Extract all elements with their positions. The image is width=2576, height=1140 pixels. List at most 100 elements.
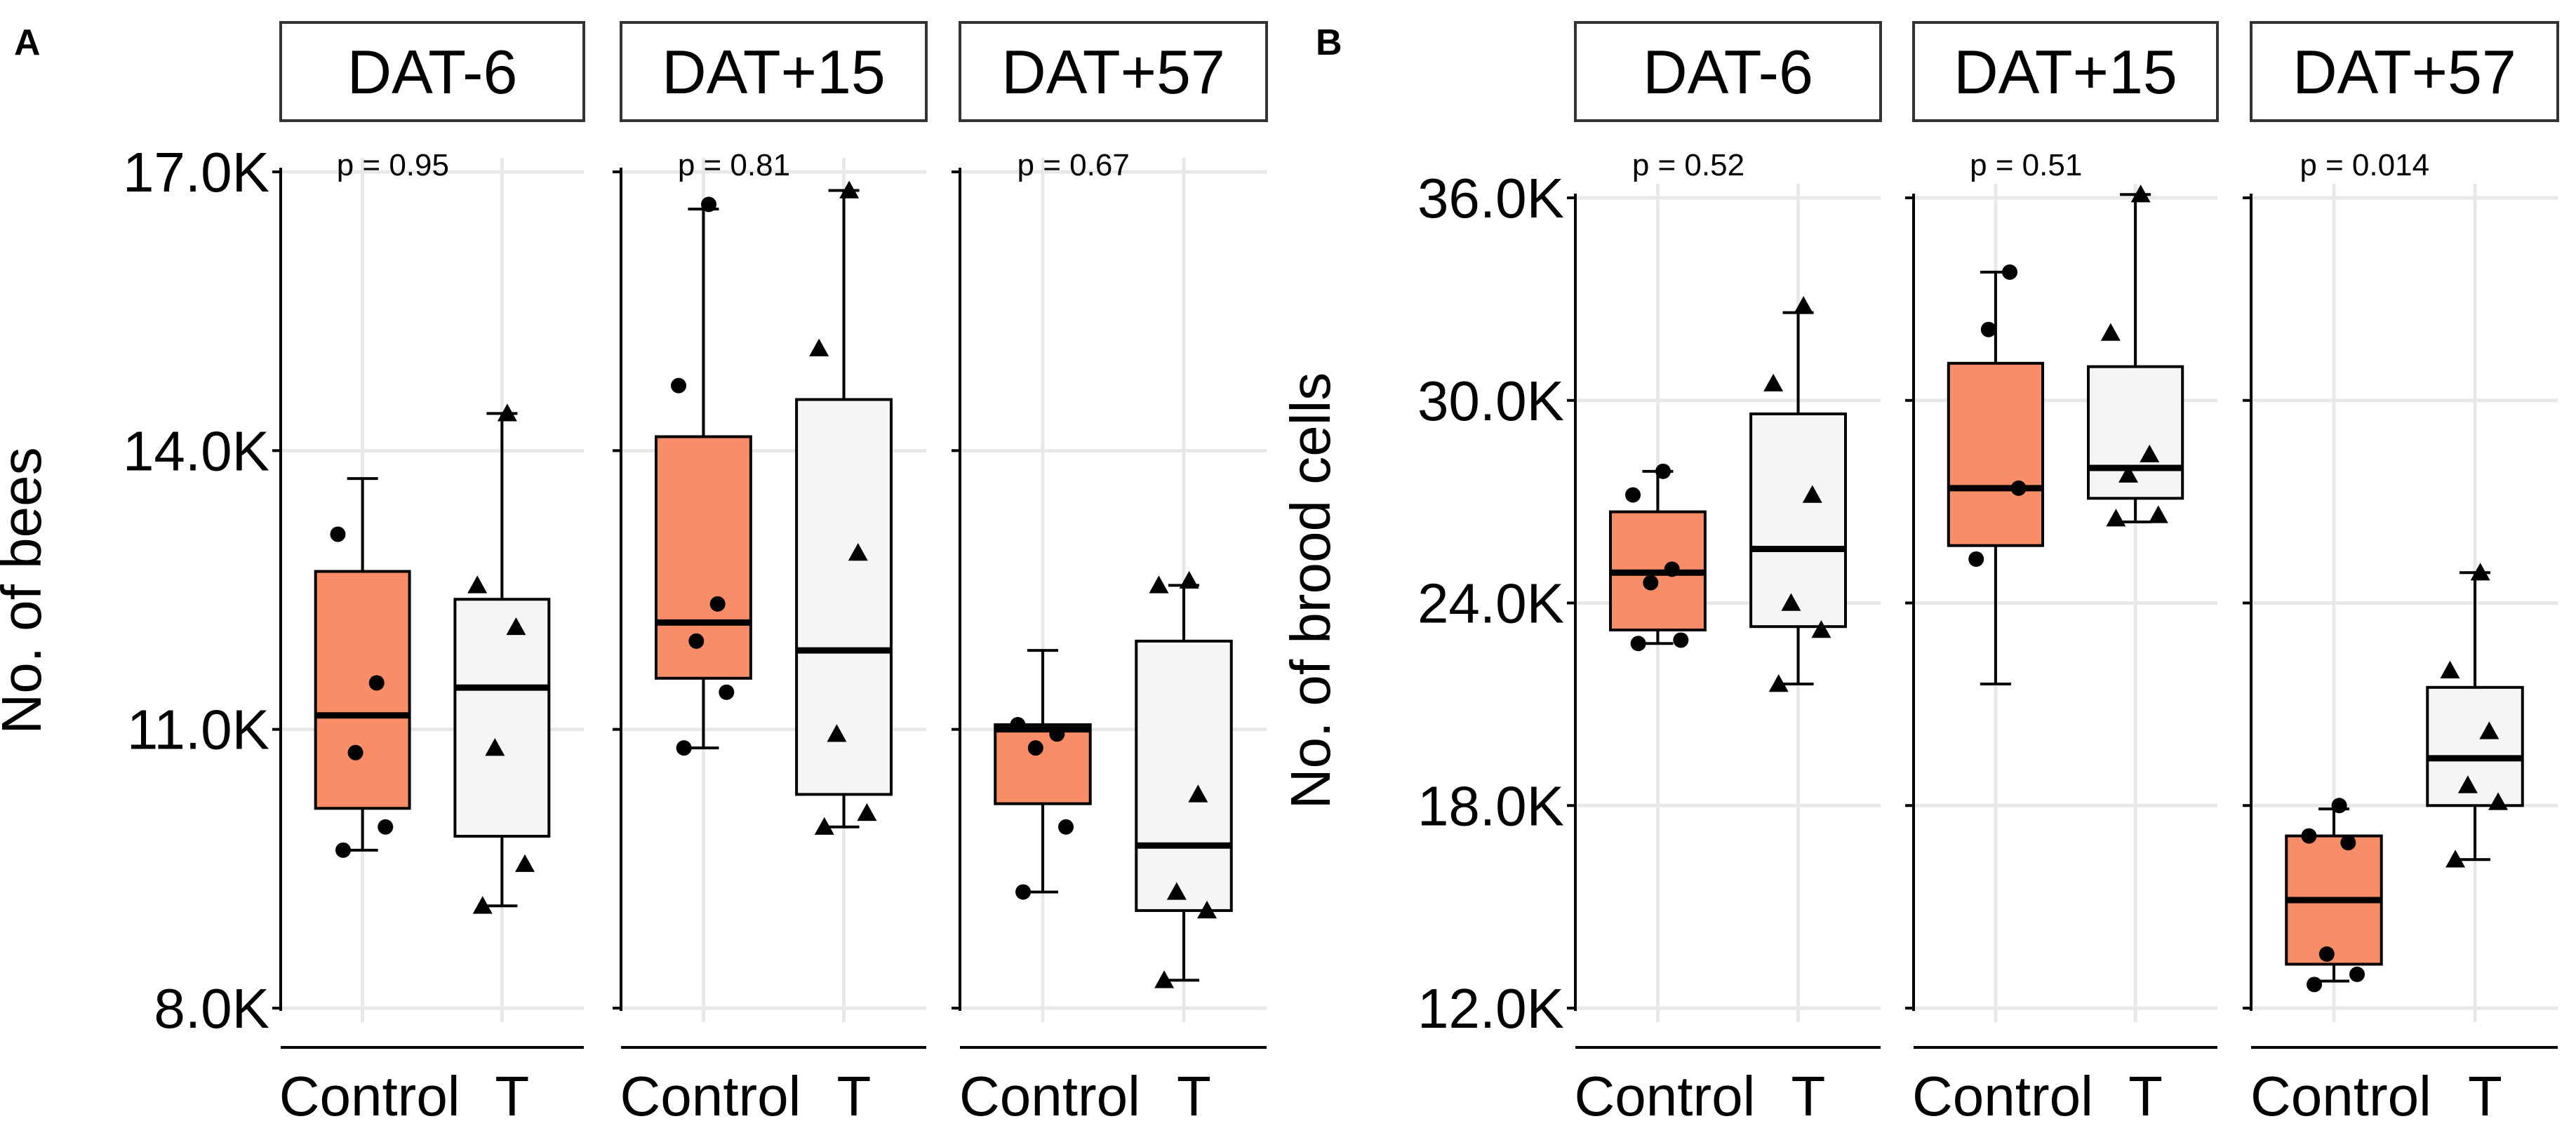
y-tick-label: 24.0K [1417,572,1564,635]
iqr-box [994,723,1092,805]
facet-strip-label: DAT-6 [347,37,518,107]
facet-strip-label: DAT+57 [1001,37,1225,107]
x-tick-label: T [2468,1065,2502,1127]
x-tick-label: T [1791,1065,1826,1127]
data-point [1027,740,1043,756]
iqr-box [453,598,551,838]
data-point [497,403,517,422]
data-point [2100,323,2121,341]
facet-strip-label: DAT+57 [2293,37,2516,107]
box-control [1947,264,2045,685]
p-value-label: p = 0.95 [337,148,449,182]
facet-strip [1912,21,2219,122]
data-point [1197,900,1217,919]
iqr-box [2086,365,2184,500]
data-point [485,738,505,756]
data-point [330,526,346,542]
y-tick-label: 14.0K [123,420,269,482]
data-point [719,684,735,700]
p-value-label: p = 0.67 [1017,148,1130,182]
facet-strip-label: DAT+15 [662,37,886,107]
data-point [2479,721,2500,739]
x-tick-label: T [1177,1065,1211,1127]
facet-strip [620,21,928,122]
data-point [335,842,352,858]
data-point [1058,819,1074,835]
box-t [2426,563,2524,868]
data-point [378,819,394,835]
data-point [709,596,726,612]
box-t [1749,296,1847,692]
p-value-label: p = 0.81 [678,148,790,182]
data-point [1643,575,1659,591]
y-tick-label: 18.0K [1417,774,1564,837]
data-point [472,896,493,914]
facet-strip [959,21,1268,122]
data-point [1802,485,1822,503]
data-point [676,740,692,756]
x-tick-label: Control [959,1065,1140,1127]
data-point [2445,850,2466,868]
iqr-box [795,398,893,796]
facet-strip [279,21,585,122]
data-point [2140,444,2160,462]
facet-strip [2250,21,2559,122]
p-value-label: p = 0.52 [1632,148,1744,182]
data-point [2130,185,2151,203]
data-point [839,180,860,199]
data-point [2488,792,2509,810]
y-tick-label: 12.0K [1417,977,1564,1040]
data-point [1980,321,1996,337]
data-point [2331,798,2347,814]
data-point [2440,660,2460,678]
iqr-box [1135,639,1233,912]
data-point [1781,593,1801,611]
facet-dat-57: DAT+57 p = 0.014 Control T [2243,21,2559,1127]
data-point [2349,966,2365,982]
facet-dat-15: DAT+15 p = 0.51 Control T [1905,21,2219,1127]
data-point [506,617,526,636]
data-point [688,633,705,649]
facet-dat-15: DAT+15 p = 0.81 Control T [613,21,928,1127]
data-point [1664,561,1680,577]
facet-strip-label: DAT+15 [1954,37,2177,107]
x-tick-label: Control [279,1065,460,1127]
facet-strip [1574,21,1882,122]
data-point [1179,570,1199,589]
panel-a: A No. of bees 8.0K 11.0K 14.0K 17.0K DAT-6 p = … [0,21,1268,1127]
y-tick-label: 17.0K [123,141,269,203]
data-point [2002,264,2018,280]
iqr-box [2426,685,2524,807]
x-tick-label: T [837,1065,872,1127]
data-point [2318,946,2335,962]
data-point [2470,563,2490,581]
data-point [857,803,877,822]
data-point [1188,784,1208,803]
iqr-box [1947,361,2045,547]
data-point [2301,828,2317,844]
data-point [1630,636,1646,652]
data-point [2307,977,2323,993]
data-point [515,854,535,872]
data-point [1154,970,1175,988]
y-axis-title: No. of bees [0,447,53,734]
box-control [655,196,752,756]
box-t [2086,185,2184,527]
box-control [1609,463,1707,652]
iqr-box [655,435,752,680]
data-point [1015,884,1032,900]
box-control [2285,798,2383,993]
data-point [701,196,717,213]
x-tick-label: Control [1912,1065,2093,1127]
p-value-label: p = 0.51 [1970,148,2082,182]
data-point [1149,575,1169,594]
data-point [1166,882,1187,900]
data-point [848,543,868,561]
panel-b: B No. of brood cells 12.0K 18.0K 24.0K 30.0K 3… [1279,21,2559,1127]
facet-strip-label: DAT-6 [1643,37,1813,107]
x-tick-label: Control [2250,1065,2431,1127]
panel-letter: A [14,22,41,63]
data-point [1049,726,1065,742]
data-point [2010,480,2027,496]
data-point [2340,835,2356,851]
